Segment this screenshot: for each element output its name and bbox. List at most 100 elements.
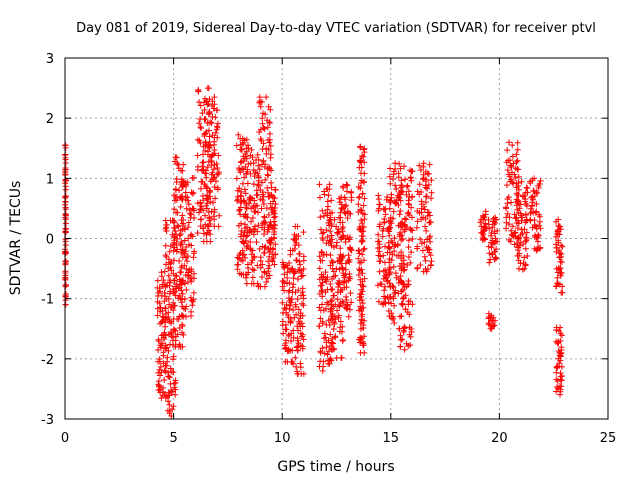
data-point — [255, 222, 262, 229]
data-point — [178, 264, 185, 271]
data-point — [214, 164, 221, 171]
data-point — [257, 196, 264, 203]
data-point — [270, 245, 277, 252]
data-point — [162, 362, 169, 369]
data-point — [208, 208, 215, 215]
data-point — [296, 250, 303, 257]
data-point — [333, 239, 340, 246]
data-point — [166, 407, 173, 414]
data-point — [237, 192, 244, 199]
data-point — [162, 342, 169, 349]
data-point — [62, 229, 69, 236]
data-point — [382, 243, 389, 250]
data-point — [211, 223, 218, 230]
data-point — [378, 281, 385, 288]
data-point — [335, 229, 342, 236]
data-point — [174, 316, 181, 323]
data-point — [292, 223, 299, 230]
data-point — [294, 368, 301, 375]
x-tick-label: 20 — [491, 431, 508, 446]
data-point — [316, 363, 323, 370]
data-point — [173, 273, 180, 280]
data-point — [164, 393, 171, 400]
data-point — [400, 287, 407, 294]
data-point — [179, 321, 186, 328]
data-point — [270, 198, 277, 205]
data-point — [402, 292, 409, 299]
data-point — [405, 237, 412, 244]
data-point — [360, 246, 367, 253]
data-point — [398, 313, 405, 320]
data-point — [62, 220, 69, 227]
data-point — [63, 258, 70, 265]
data-point — [332, 334, 339, 341]
data-point — [257, 103, 264, 110]
data-point — [62, 160, 69, 167]
data-point — [321, 188, 328, 195]
data-point — [154, 277, 161, 284]
data-point — [386, 232, 393, 239]
data-point — [336, 303, 343, 310]
data-point — [205, 158, 212, 165]
data-point — [339, 219, 346, 226]
data-point — [359, 237, 366, 244]
data-point — [553, 326, 560, 333]
data-point — [204, 164, 211, 171]
data-point — [386, 271, 393, 278]
data-point — [531, 217, 538, 224]
data-point — [63, 249, 70, 256]
data-point — [174, 235, 181, 242]
data-point — [420, 160, 427, 167]
data-point — [337, 245, 344, 252]
data-point — [237, 135, 244, 142]
data-point — [514, 252, 521, 259]
data-point — [173, 209, 180, 216]
data-point — [264, 184, 271, 191]
data-point — [261, 214, 268, 221]
data-point — [181, 250, 188, 257]
data-point — [478, 230, 485, 237]
data-point — [317, 282, 324, 289]
data-point — [325, 337, 332, 344]
data-point — [177, 227, 184, 234]
data-point — [204, 184, 211, 191]
data-point — [245, 161, 252, 168]
data-point — [536, 213, 543, 220]
data-point — [209, 98, 216, 105]
data-point — [179, 329, 186, 336]
data-point — [288, 337, 295, 344]
data-point — [399, 188, 406, 195]
data-point — [179, 193, 186, 200]
data-point — [514, 191, 521, 198]
data-point — [165, 373, 172, 380]
data-point — [259, 120, 266, 127]
data-point — [397, 191, 404, 198]
data-point — [211, 161, 218, 168]
data-point — [172, 379, 179, 386]
data-point — [417, 261, 424, 268]
data-point — [558, 242, 565, 249]
data-point — [294, 296, 301, 303]
data-point — [206, 133, 213, 140]
data-point — [326, 217, 333, 224]
data-point — [238, 198, 245, 205]
data-point — [382, 267, 389, 274]
data-point — [194, 152, 201, 159]
data-point — [269, 258, 276, 265]
data-point — [357, 349, 364, 356]
data-point — [535, 184, 542, 191]
data-point — [271, 195, 278, 202]
data-point — [247, 239, 254, 246]
data-point — [359, 152, 366, 159]
data-point — [554, 274, 561, 281]
data-point — [265, 146, 272, 153]
data-point — [381, 287, 388, 294]
data-point — [290, 360, 297, 367]
data-point — [172, 186, 179, 193]
data-point — [185, 219, 192, 226]
data-point — [377, 253, 384, 260]
data-point — [380, 267, 387, 274]
data-point — [345, 252, 352, 259]
data-point — [250, 204, 257, 211]
data-point — [419, 176, 426, 183]
